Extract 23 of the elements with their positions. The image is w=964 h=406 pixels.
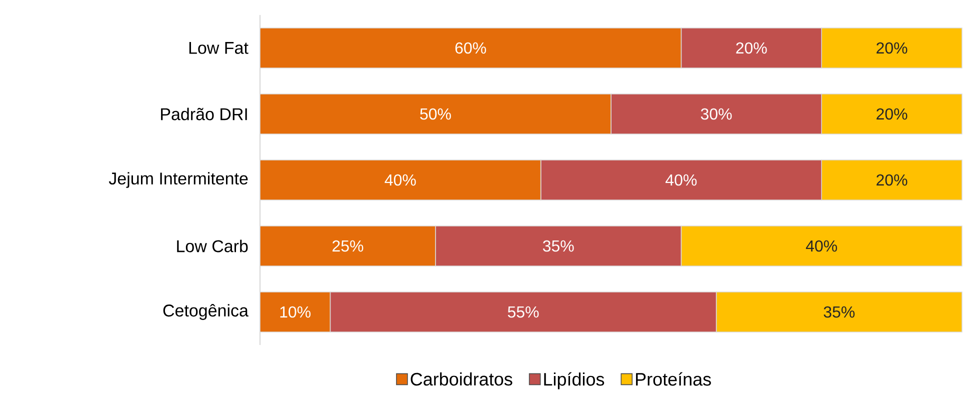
y-tick-label: Low Fat (189, 42, 248, 54)
data-label: 60% (455, 42, 486, 54)
data-label: 35% (542, 240, 574, 252)
legend-label: Carboidratos (410, 372, 512, 386)
data-label: 40% (666, 174, 697, 186)
y-tick-label: Cetogênica (163, 304, 248, 320)
data-label: 35% (824, 306, 855, 318)
data-label: 30% (700, 108, 732, 120)
data-label: 10% (280, 306, 311, 318)
y-tick-label: Low Carb (177, 240, 248, 252)
data-label: 55% (508, 306, 539, 318)
y-tick-label: Padrão DRI (161, 108, 247, 120)
y-tick-label: Jejum Intermitente (108, 172, 248, 188)
data-label: 50% (420, 108, 451, 120)
data-label: 25% (332, 240, 364, 252)
data-label: 20% (876, 108, 908, 120)
data-label: 20% (736, 42, 767, 54)
legend-label: Proteínas (636, 372, 711, 386)
data-label: 20% (876, 42, 908, 54)
data-label: 20% (876, 174, 908, 186)
data-label: 40% (806, 240, 838, 252)
legend-label: Lipídios (544, 372, 604, 390)
data-label: 40% (384, 174, 416, 186)
